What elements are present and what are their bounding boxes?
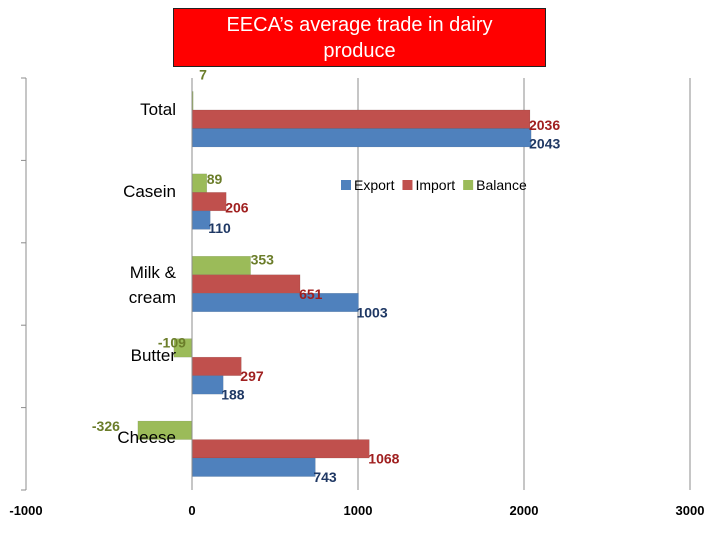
bar-import [191, 274, 301, 294]
category-label: cream [129, 288, 176, 307]
data-label-balance: 353 [251, 251, 275, 267]
bar-balance [191, 173, 208, 193]
data-label-export: 1003 [356, 304, 387, 320]
legend-label-balance: Balance [476, 177, 527, 193]
data-label-import: 206 [225, 199, 249, 215]
data-label-import: 297 [240, 368, 264, 384]
data-label-balance: -326 [92, 418, 120, 434]
x-tick-label: 0 [188, 503, 195, 518]
bar-import [191, 439, 370, 459]
data-label-import: 1068 [368, 451, 399, 467]
bar-export [191, 128, 532, 148]
bar-balance [191, 256, 251, 275]
data-label-balance: -109 [158, 335, 186, 351]
data-label-export: 188 [221, 387, 245, 403]
bar-import [191, 356, 242, 376]
category-label: Total [140, 100, 176, 119]
bar-import [191, 109, 531, 129]
bars [137, 91, 532, 477]
data-label-balance: 89 [207, 171, 223, 187]
data-label-export: 110 [208, 220, 231, 236]
x-tick-label: 1000 [344, 503, 373, 518]
chart-title-box: EECA’s average trade in dairy produce [173, 8, 546, 67]
x-tick-label: 3000 [676, 503, 705, 518]
legend: Export Import Balance [341, 177, 527, 193]
category-label: Cheese [117, 428, 176, 447]
data-label-import: 651 [299, 286, 323, 302]
category-label: Butter [131, 346, 177, 365]
legend-label-import: Import [415, 177, 455, 193]
x-tick-label: -1000 [9, 503, 42, 518]
legend-swatch-balance [463, 180, 474, 190]
bar-export [191, 293, 359, 312]
axes: -1000 0 1000 2000 3000 Total Casein Milk & cream… [9, 77, 705, 518]
legend-label-export: Export [354, 177, 395, 193]
bar-export [191, 457, 316, 477]
chart-title: EECA’s average trade in dairy produce [226, 13, 493, 62]
data-label-export: 2043 [529, 135, 560, 151]
legend-swatch-import [402, 180, 413, 190]
bar-import [191, 192, 227, 212]
category-label: Casein [123, 182, 176, 201]
data-label-export: 743 [313, 469, 337, 485]
data-label-import: 2036 [529, 117, 560, 133]
x-tick-label: 2000 [510, 503, 539, 518]
bar-export [191, 375, 224, 395]
legend-swatch-export [341, 180, 351, 190]
data-label-balance: 7 [199, 66, 207, 82]
category-label: Milk & [130, 263, 177, 282]
